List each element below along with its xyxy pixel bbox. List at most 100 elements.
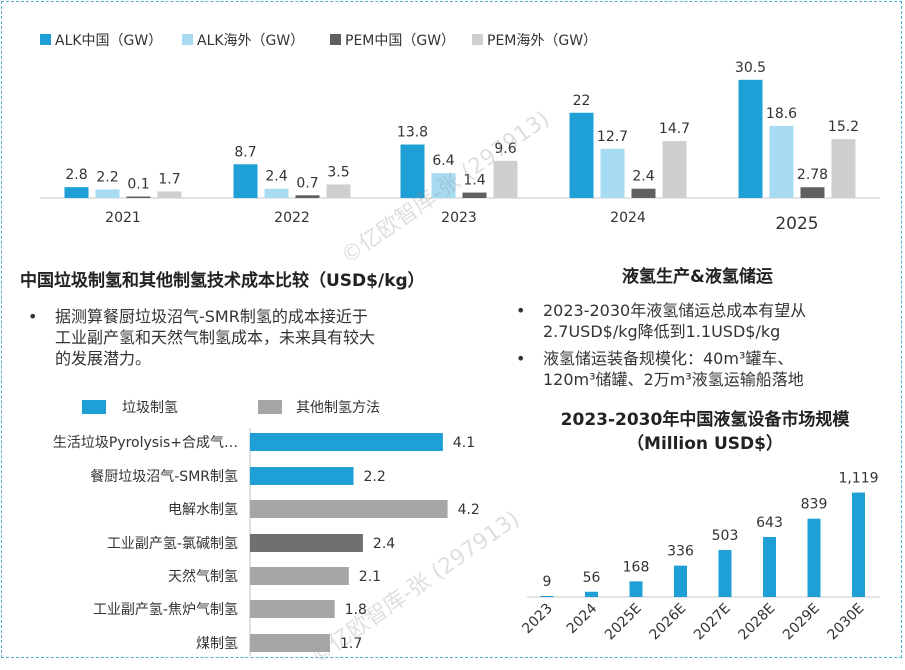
bar <box>400 144 425 198</box>
data-label: 6.4 <box>432 153 454 169</box>
bar <box>64 187 89 198</box>
category-label: 2024 <box>610 210 646 226</box>
data-label: 1.4 <box>463 173 485 189</box>
legend-label: PEM中国（GW） <box>345 33 455 49</box>
category-label: 2028E <box>736 601 779 644</box>
legend-label: ALK海外（GW） <box>197 33 304 49</box>
category-label: 煤制氢 <box>196 636 238 652</box>
bar <box>540 596 554 597</box>
category-label: 2022 <box>274 210 310 226</box>
bar <box>763 536 776 597</box>
bar <box>250 467 354 485</box>
data-label: 1.7 <box>158 171 180 187</box>
data-label: 8.7 <box>234 144 256 160</box>
bar <box>295 195 320 198</box>
data-label: 2.1 <box>359 569 381 585</box>
legend-swatch <box>182 34 193 45</box>
category-label: 2029E <box>780 601 823 644</box>
bar <box>629 581 643 597</box>
data-label: 13.8 <box>397 125 428 141</box>
lh2-bullet-2-line-1: 液氢储运装备规模化：40m³罐车、 <box>543 349 794 368</box>
legend-label: ALK中国（GW） <box>55 33 162 49</box>
bar <box>662 141 687 198</box>
lh2-bullet-1-line-2: 2.7USD$/kg降低到1.1USD$/kg <box>543 322 781 341</box>
data-label: 22 <box>573 93 591 109</box>
category-label: 2030E <box>825 601 868 644</box>
bar <box>250 634 330 652</box>
dashed-frame <box>1 1 902 658</box>
market-chart-title-line: 2023-2030年中国液氢设备市场规模 <box>560 410 850 430</box>
legend-label: PEM海外（GW） <box>487 33 597 49</box>
category-label: 2023 <box>441 210 477 226</box>
bar <box>95 189 120 198</box>
data-label: 2.4 <box>265 169 287 185</box>
data-label: 14.7 <box>659 121 690 137</box>
category-label: 2024 <box>564 600 601 637</box>
data-label: 2.2 <box>96 169 118 185</box>
data-label: 4.2 <box>458 502 480 518</box>
data-label: 30.5 <box>735 60 766 76</box>
bar <box>631 188 656 198</box>
legend-swatch <box>40 34 51 45</box>
category-label: 2026E <box>647 601 690 644</box>
bar <box>569 112 594 198</box>
data-label: 3.5 <box>327 164 349 180</box>
category-label: 电解水制氢 <box>168 502 238 518</box>
data-label: 168 <box>623 559 650 575</box>
bar <box>718 550 732 597</box>
data-label: 9.6 <box>494 141 516 157</box>
data-label: 9 <box>543 574 552 590</box>
bar <box>585 591 598 597</box>
data-label: 2.4 <box>632 169 654 185</box>
category-label: 餐厨垃圾沼气-SMR制氢 <box>90 469 238 485</box>
bar <box>674 565 687 597</box>
bullet-dot: • <box>28 307 38 326</box>
data-label: 18.6 <box>766 106 797 122</box>
data-label: 56 <box>583 570 601 586</box>
market-chart-title: 2023-2030年中国液氢设备市场规模 （Million USD$） <box>505 408 905 456</box>
lh2-bullet-1-line-1: 2023-2030年液氢储运总成本有望从 <box>543 301 807 320</box>
bar <box>431 173 456 198</box>
category-label: 工业副产氢-焦炉气制氢 <box>93 602 238 618</box>
data-label: 4.1 <box>453 435 475 451</box>
bar <box>769 125 794 198</box>
legend-label-waste: 垃圾制氢 <box>122 400 178 416</box>
data-label: 0.7 <box>296 175 318 191</box>
category-label: 工业副产氢-氯碱制氢 <box>107 536 238 552</box>
bullet-dot: • <box>516 301 526 320</box>
data-label: 1.7 <box>340 636 362 652</box>
bar <box>831 139 856 198</box>
category-label: 2025 <box>775 214 818 234</box>
bar <box>233 164 258 198</box>
legend-swatch-other <box>258 400 282 414</box>
category-label: 生活垃圾Pyrolysis+合成气… <box>53 435 238 451</box>
data-label: 0.1 <box>127 177 149 193</box>
bar <box>250 534 363 552</box>
cost-bullet: • 据测算餐厨垃圾沼气-SMR制氢的成本接近于 工业副产氢和天然气制氢成本，未来… <box>28 306 478 376</box>
bar <box>250 500 448 518</box>
lh2-bullet-2: • 液氢储运装备规模化：40m³罐车、 120m³储罐、2万m³液氢运输船落地 <box>516 348 896 392</box>
data-label: 2.2 <box>364 469 386 485</box>
lh2-heading: 液氢生产&液氢储运 <box>622 267 773 287</box>
market-chart-subtitle: （Million USD$） <box>627 434 783 454</box>
data-label: 2.4 <box>373 536 395 552</box>
data-label: 643 <box>756 515 783 531</box>
data-label: 839 <box>801 497 828 513</box>
legend-swatch <box>330 34 341 45</box>
category-label: 2025E <box>602 601 645 644</box>
bar <box>157 191 182 198</box>
data-label: 1.8 <box>345 602 367 618</box>
bar <box>250 433 443 451</box>
bar <box>800 187 825 198</box>
bar <box>126 196 151 198</box>
data-label: 1,119 <box>838 471 878 487</box>
category-label: 天然气制氢 <box>168 568 238 585</box>
cost-line-1: 据测算餐厨垃圾沼气-SMR制氢的成本接近于 <box>55 307 368 326</box>
bullet-dot: • <box>516 349 526 368</box>
bar <box>493 160 518 198</box>
bar <box>250 600 335 618</box>
bar <box>264 188 289 198</box>
